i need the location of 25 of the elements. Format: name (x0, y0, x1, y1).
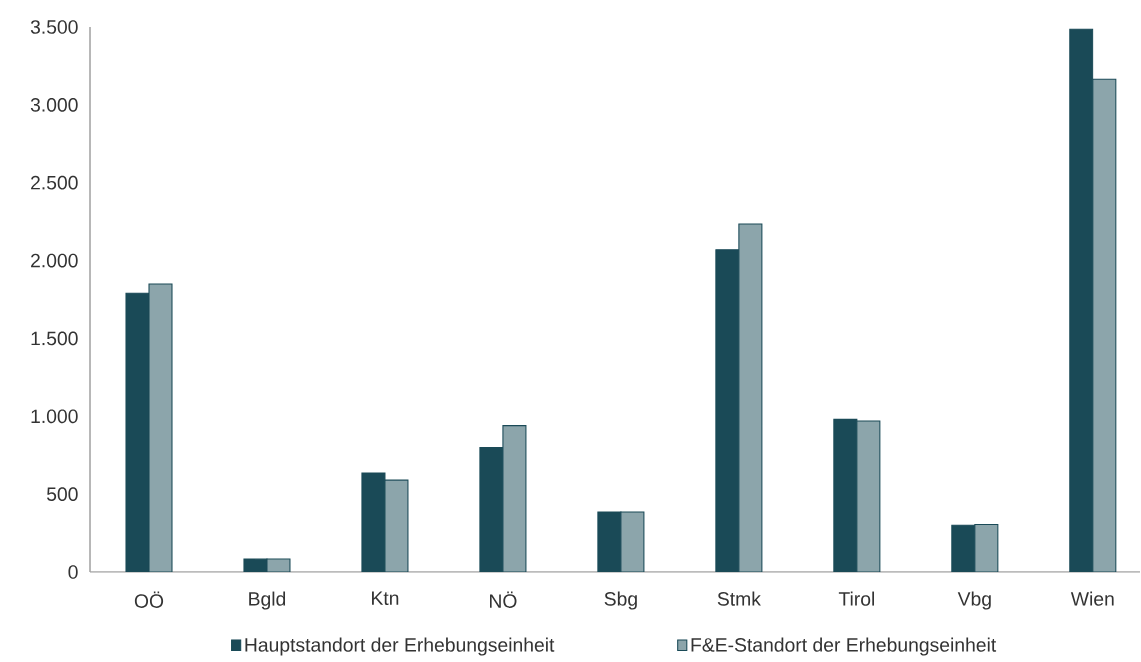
y-tick-label: 3.000 (30, 98, 78, 112)
x-tick-label: Sbg (604, 591, 637, 610)
x-tick-label: Tirol (838, 591, 875, 606)
y-tick-label: 2.000 (31, 253, 78, 268)
bar (974, 523, 999, 572)
bar (148, 283, 173, 572)
x-tick-label: Ktn (372, 591, 399, 605)
bar (1092, 78, 1117, 572)
bar (856, 420, 881, 572)
y-tick-label: 2.500 (31, 175, 78, 190)
y-tick-label: 1.500 (31, 331, 78, 346)
x-tick-label: Wien (1070, 591, 1114, 606)
y-tick-label: 0 (68, 565, 78, 579)
x-tick-label: Vbg (957, 591, 991, 610)
legend-label: F&E-Standort der Erhebungseinheit (691, 637, 997, 656)
x-tick-label: Bgld (249, 591, 286, 610)
y-tick-label: 1.000 (31, 409, 78, 424)
y-tick-label: 500 (46, 487, 78, 501)
x-tick-label: NÖ (490, 591, 517, 608)
bar (502, 425, 527, 572)
bar (738, 223, 763, 572)
y-tick-label: 3.500 (30, 20, 78, 34)
legend-label: Hauptstandort der Erhebungseinheit (245, 637, 555, 656)
x-tick-label: Stmk (717, 591, 761, 606)
x-tick-label: OÖ (134, 591, 164, 608)
